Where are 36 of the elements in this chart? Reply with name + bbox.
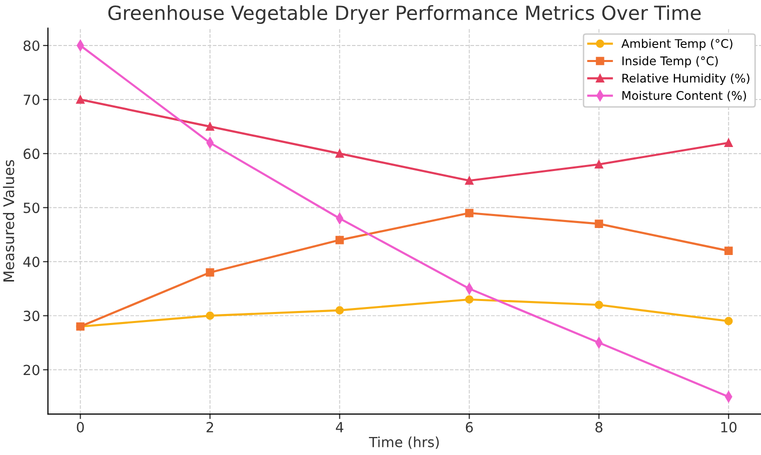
legend-label: Moisture Content (%) bbox=[622, 90, 746, 102]
x-tick-label: 6 bbox=[466, 422, 473, 432]
y-tick-label: 80 bbox=[24, 40, 40, 51]
x-tick-label: 8 bbox=[595, 422, 602, 432]
y-tick-label: 70 bbox=[24, 94, 40, 106]
point bbox=[206, 268, 214, 277]
point bbox=[465, 295, 474, 304]
point bbox=[335, 236, 344, 244]
point bbox=[206, 122, 214, 131]
point bbox=[594, 160, 604, 169]
point bbox=[465, 208, 474, 218]
point bbox=[724, 138, 733, 147]
point bbox=[206, 312, 214, 320]
x-tick-label: 0 bbox=[76, 422, 84, 432]
chart-title: Greenhouse Vegetable Dryer Performance Metrics Over Time bbox=[108, 5, 701, 24]
y-tick-label: 50 bbox=[24, 202, 40, 214]
point bbox=[724, 246, 733, 256]
legend-label: Inside Temp (°C) bbox=[622, 56, 718, 68]
legend-label: Relative Humidity (%) bbox=[622, 73, 750, 85]
y-tick-label: 40 bbox=[23, 256, 40, 268]
x-tick-label: 4 bbox=[336, 422, 344, 432]
x-tick-label: 10 bbox=[721, 422, 737, 432]
legend-label: Ambient Temp (°C) bbox=[621, 38, 732, 50]
point bbox=[724, 316, 733, 326]
y-tick-label: 20 bbox=[24, 364, 40, 376]
point bbox=[594, 300, 604, 310]
x-axis-title: Time (hrs) bbox=[368, 436, 439, 449]
x-tick-label: 2 bbox=[206, 422, 214, 432]
y-tick-label: 60 bbox=[24, 148, 40, 160]
point bbox=[76, 95, 85, 104]
y-tick-label: 30 bbox=[24, 310, 40, 322]
point bbox=[465, 176, 474, 185]
point bbox=[335, 306, 344, 314]
point bbox=[594, 220, 604, 228]
point bbox=[335, 149, 344, 158]
y-axis-title: Measured Values bbox=[2, 160, 14, 282]
